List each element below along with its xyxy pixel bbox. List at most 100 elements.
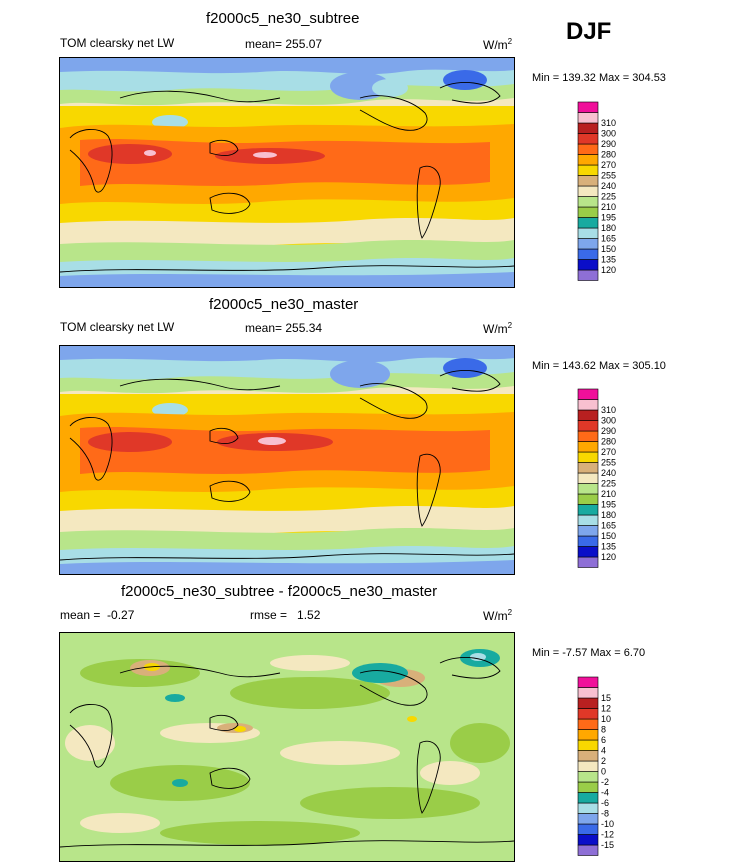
panel2-colorbar-swatch bbox=[577, 514, 599, 526]
panel2-colorbar-tick-label: 135 bbox=[601, 542, 616, 552]
panel2-colorbar-tick-label: 270 bbox=[601, 447, 616, 457]
panel1-colorbar-tick-label: 225 bbox=[601, 192, 616, 202]
panel3-colorbar-swatch bbox=[577, 792, 599, 804]
panel1-colorbar-tick-label: 180 bbox=[601, 223, 616, 233]
panel3-minmax: Min = -7.57 Max = 6.70 bbox=[532, 647, 646, 659]
panel1-colorbar-tick-label: 135 bbox=[601, 255, 616, 265]
panel1-map bbox=[59, 57, 515, 288]
panel2-colorbar-tick-label: 165 bbox=[601, 521, 616, 531]
panel1-variable: TOM clearsky net LW bbox=[60, 36, 175, 50]
panel3-units: W/m2 bbox=[483, 608, 513, 623]
panel1-colorbar-swatch bbox=[577, 122, 599, 134]
panel1-colorbar-tick-label: 310 bbox=[601, 118, 616, 128]
panel2-colorbar-tick-label: 180 bbox=[601, 510, 616, 520]
panel2-colorbar-swatch bbox=[577, 556, 599, 568]
panel2-colorbar-tick-label: 240 bbox=[601, 468, 616, 478]
panel1-colorbar-tick-label: 280 bbox=[601, 150, 616, 160]
panel1-mean: mean= 255.07 bbox=[245, 37, 323, 51]
panel3-title: f2000c5_ne30_subtree - f2000c5_ne30_mast… bbox=[121, 583, 438, 600]
panel2-title: f2000c5_ne30_master bbox=[209, 296, 359, 313]
panel1-colorbar-tick-label: 290 bbox=[601, 139, 616, 149]
panel2-colorbar-swatch bbox=[577, 441, 599, 453]
panel1-colorbar-swatch bbox=[577, 154, 599, 166]
panel2-colorbar-tick-label: 280 bbox=[601, 437, 616, 447]
panel3-colorbar-swatch bbox=[577, 781, 599, 793]
panel3-colorbar-swatch bbox=[577, 676, 599, 688]
panel1-colorbar-swatch bbox=[577, 206, 599, 218]
panel2-colorbar-swatch bbox=[577, 388, 599, 400]
panel1-colorbar-tick-label: 255 bbox=[601, 171, 616, 181]
panel2-colorbar-swatch bbox=[577, 472, 599, 484]
panel3-mean: mean = -0.27 bbox=[60, 608, 135, 622]
panel3-colorbar-tick-label: -6 bbox=[601, 798, 609, 808]
panel2-colorbar: 120 135 150 165 180 195 210 225 240 255 270 280 290 3… bbox=[577, 388, 638, 574]
panel3-colorbar-swatch bbox=[577, 697, 599, 709]
panel1-colorbar-tick-label: 165 bbox=[601, 234, 616, 244]
panel3-colorbar-swatch bbox=[577, 802, 599, 814]
panel3-colorbar-swatch bbox=[577, 834, 599, 846]
panel1-colorbar-swatch bbox=[577, 112, 599, 124]
panel1-colorbar-swatch bbox=[577, 259, 599, 271]
panel2-colorbar-tick-label: 195 bbox=[601, 500, 616, 510]
panel1-colorbar-swatch bbox=[577, 143, 599, 155]
panel1-colorbar-swatch bbox=[577, 101, 599, 113]
panel2-colorbar-tick-label: 150 bbox=[601, 531, 616, 541]
panel1-colorbar-swatch bbox=[577, 185, 599, 197]
panel2-variable: TOM clearsky net LW bbox=[60, 320, 175, 334]
panel1-colorbar-tick-label: 120 bbox=[601, 265, 616, 275]
panel2-colorbar-tick-label: 290 bbox=[601, 426, 616, 436]
panel2-minmax: Min = 143.62 Max = 305.10 bbox=[532, 360, 666, 372]
panel3-colorbar-tick-label: -8 bbox=[601, 809, 609, 819]
panel1-colorbar-swatch bbox=[577, 164, 599, 176]
panel2-colorbar-swatch bbox=[577, 483, 599, 495]
panel3-map bbox=[59, 632, 515, 862]
panel3-colorbar-swatch bbox=[577, 739, 599, 751]
panel1-colorbar-tick-label: 270 bbox=[601, 160, 616, 170]
panel3-colorbar-tick-label: -2 bbox=[601, 777, 609, 787]
panel3-colorbar-tick-label: -12 bbox=[601, 830, 614, 840]
panel3-colorbar-tick-label: 12 bbox=[601, 704, 611, 714]
panel2-colorbar-swatch bbox=[577, 493, 599, 505]
panel3-colorbar-swatch bbox=[577, 844, 599, 856]
panel3-colorbar-tick-label: 6 bbox=[601, 735, 606, 745]
panel2-colorbar-swatch bbox=[577, 462, 599, 474]
panel2-colorbar-swatch bbox=[577, 525, 599, 537]
panel3-colorbar-swatch bbox=[577, 687, 599, 699]
panel1-colorbar-swatch bbox=[577, 238, 599, 250]
panel3-colorbar-swatch bbox=[577, 708, 599, 720]
panel2-colorbar-swatch bbox=[577, 535, 599, 547]
panel3-colorbar-tick-label: 15 bbox=[601, 693, 611, 703]
panel2-colorbar-swatch bbox=[577, 399, 599, 411]
panel2-colorbar-tick-label: 120 bbox=[601, 552, 616, 562]
panel3-colorbar-swatch bbox=[577, 718, 599, 730]
panel1-colorbar-tick-label: 240 bbox=[601, 181, 616, 191]
panel3-rmse: rmse = 1.52 bbox=[250, 608, 321, 622]
panel3-colorbar-tick-label: 8 bbox=[601, 725, 606, 735]
panel3-colorbar-tick-label: 10 bbox=[601, 714, 611, 724]
panel3-colorbar-swatch bbox=[577, 750, 599, 762]
panel3-colorbar-tick-label: -15 bbox=[601, 840, 614, 850]
panel2-colorbar-tick-label: 225 bbox=[601, 479, 616, 489]
panel1-colorbar-swatch bbox=[577, 248, 599, 260]
panel3-colorbar-swatch bbox=[577, 813, 599, 825]
panel1-colorbar-swatch bbox=[577, 196, 599, 208]
panel1-units: W/m2 bbox=[483, 37, 513, 52]
panel1-colorbar-swatch bbox=[577, 269, 599, 281]
panel3-colorbar-swatch bbox=[577, 823, 599, 835]
panel3-colorbar-swatch bbox=[577, 771, 599, 783]
panel3-colorbar-tick-label: 0 bbox=[601, 767, 606, 777]
panel1-colorbar-tick-label: 210 bbox=[601, 202, 616, 212]
panel2-colorbar-tick-label: 210 bbox=[601, 489, 616, 499]
panel1-colorbar-swatch bbox=[577, 227, 599, 239]
panel1-colorbar-swatch bbox=[577, 217, 599, 229]
panel3-colorbar-swatch bbox=[577, 760, 599, 772]
panel2-colorbar-swatch bbox=[577, 409, 599, 421]
panel1-title: f2000c5_ne30_subtree bbox=[206, 10, 360, 27]
panel3-colorbar-tick-label: -10 bbox=[601, 819, 614, 829]
panel1-colorbar-tick-label: 300 bbox=[601, 129, 616, 139]
panel1-colorbar-swatch bbox=[577, 133, 599, 145]
panel2-mean: mean= 255.34 bbox=[245, 321, 323, 335]
panel2-colorbar-tick-label: 310 bbox=[601, 405, 616, 415]
season-label: DJF bbox=[566, 18, 612, 45]
